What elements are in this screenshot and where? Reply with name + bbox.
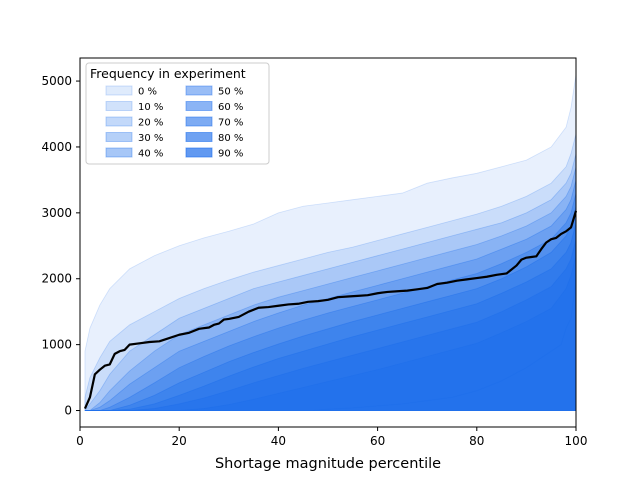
legend-label: 20 % (138, 118, 163, 129)
band-lower-edge (84, 278, 577, 412)
plot-frame (79, 57, 577, 428)
legend-label: 50 % (218, 87, 243, 98)
legend-label: 80 % (218, 133, 243, 144)
y-tick-label: 3000 (41, 206, 72, 220)
legend-label: 30 % (138, 133, 163, 144)
x-axis-label: Shortage magnitude percentile (215, 456, 441, 472)
y-tick-label: 5000 (41, 74, 72, 88)
y-tick-label: 1000 (41, 338, 72, 352)
x-tick-label: 20 (172, 434, 187, 448)
x-tick-label: 0 (76, 434, 84, 448)
legend-swatch (105, 116, 133, 127)
legend-box (85, 62, 270, 165)
legend-title: Frequency in experiment (90, 66, 246, 81)
legend-swatch (105, 85, 133, 96)
legend-label: 70 % (218, 118, 243, 129)
legend-label: 40 % (138, 149, 163, 160)
legend-swatch (185, 116, 213, 127)
legend-swatch (185, 85, 213, 96)
x-tick-label: 80 (469, 434, 484, 448)
y-tick-label: 0 (64, 404, 72, 418)
legend-swatch (105, 147, 133, 158)
median-line (83, 210, 578, 409)
legend-swatch (185, 147, 213, 158)
legend-swatch (105, 101, 133, 111)
x-tick-label: 100 (565, 434, 588, 448)
legend-items: 0 % 10 % 20 % 30 % 40 % 50 % 60 % 70 % 80 % 90 % (105, 85, 243, 160)
x-tick-label: 60 (370, 434, 385, 448)
legend-label: 90 % (218, 149, 243, 160)
median-series (83, 210, 578, 409)
legend: Frequency in experiment 0 % 10 % 20 % 30 % 4… (85, 62, 270, 165)
legend-swatch (185, 101, 213, 111)
y-tick-label: 4000 (41, 140, 72, 154)
x-axis-ticks: 0 20 40 60 80 100 (76, 427, 587, 448)
legend-swatch (105, 132, 133, 142)
legend-label: 10 % (138, 102, 163, 113)
x-tick-label: 40 (271, 434, 286, 448)
y-axis-ticks: 0 1000 2000 3000 4000 5000 (41, 74, 80, 418)
y-tick-label: 2000 (41, 272, 72, 286)
legend-label: 0 % (138, 87, 157, 98)
frequency-bands (84, 74, 577, 412)
legend-swatch (185, 132, 213, 142)
legend-label: 60 % (218, 102, 243, 113)
